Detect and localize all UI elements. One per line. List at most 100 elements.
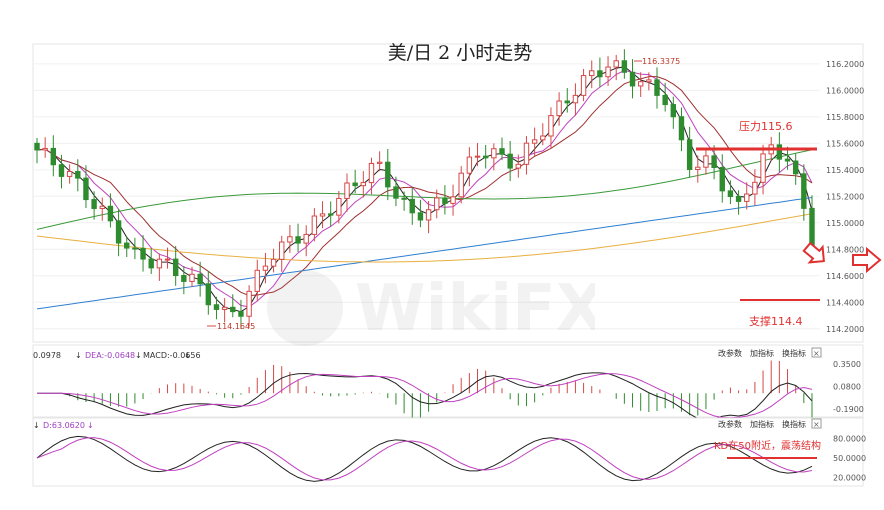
price-tick-label: 115.6000 — [826, 139, 864, 148]
candle-body — [295, 236, 301, 244]
candle-body — [303, 233, 309, 244]
candle-body — [238, 311, 244, 317]
macd-dea-label: DEA:-0.0648 — [85, 351, 135, 360]
candle-body — [262, 265, 269, 271]
candle-body — [107, 205, 114, 222]
candle-body — [344, 182, 350, 199]
candle-body — [752, 181, 758, 195]
candle-body — [629, 71, 636, 87]
candle-body — [124, 242, 130, 249]
arrow-down-right-icon — [802, 241, 825, 264]
candle-body — [621, 60, 628, 73]
candle-body — [270, 258, 277, 267]
kd-d-line — [36, 437, 813, 481]
candle-body — [75, 170, 81, 179]
candle-body — [352, 182, 358, 187]
candle-body — [646, 79, 652, 83]
candle-body — [499, 148, 505, 155]
candle-body — [572, 94, 579, 104]
macd-arrow-2: ↓ — [135, 351, 142, 360]
candle-body — [417, 212, 424, 221]
candle-body — [385, 161, 391, 188]
macd-value-label: MACD:-0.0656 — [143, 351, 201, 360]
low-label: 114.1645 — [217, 322, 255, 331]
candle-body — [205, 283, 212, 306]
macd-close-button[interactable] — [811, 347, 822, 358]
candle-body — [695, 166, 701, 170]
kd-toolbar-button-0[interactable]: 改参数 — [718, 419, 742, 429]
candle-body — [254, 269, 260, 292]
candle-body — [434, 197, 440, 211]
candle-body — [548, 115, 554, 137]
candle-body — [50, 147, 57, 166]
candle-body — [99, 205, 105, 209]
candle-body — [409, 198, 415, 214]
candle-body — [393, 186, 399, 199]
candle-body — [66, 170, 73, 177]
kd-toolbar-button-1[interactable]: 加指标 — [750, 419, 774, 429]
candle-body — [425, 209, 432, 221]
candle-body — [148, 258, 154, 269]
candle-body — [230, 306, 236, 313]
candle-body — [466, 156, 473, 174]
candle-body — [776, 144, 783, 160]
macd-panel — [32, 344, 864, 418]
price-panel — [32, 43, 864, 343]
candle-body — [140, 247, 146, 260]
high-label: 116.3375 — [642, 57, 680, 66]
candle-body — [507, 153, 513, 169]
candle-body — [523, 142, 530, 165]
candle-body — [589, 70, 595, 77]
ma-long3-line — [36, 213, 813, 263]
candle-body — [42, 147, 48, 151]
candle-body — [189, 273, 195, 282]
kd-d-arrow: ↓ — [87, 421, 94, 430]
candle-body — [115, 220, 122, 244]
kd-panel — [32, 417, 864, 487]
candle-body — [735, 195, 742, 202]
price-tick-label: 115.4000 — [826, 166, 864, 175]
candle-body — [531, 139, 538, 144]
price-tick-label: 116.0000 — [826, 86, 864, 95]
candle-body — [181, 275, 187, 282]
candle-body — [711, 155, 717, 169]
macd-toolbar-button-0[interactable]: 改参数 — [718, 348, 742, 358]
macd-toolbar-button-1[interactable]: 加指标 — [750, 348, 774, 358]
macd-tick-label: 0.0800 — [833, 383, 861, 392]
candle-body — [83, 177, 89, 201]
candle-body — [458, 172, 464, 198]
candle-body — [287, 236, 293, 243]
price-tick-label: 115.0000 — [826, 219, 864, 228]
kd-close-icon: × — [813, 420, 820, 429]
macd-dif-line — [37, 372, 813, 421]
ma-mid1-line — [36, 69, 813, 308]
macd-arrow-3: ↓ — [184, 351, 191, 360]
candle-body — [613, 60, 619, 68]
candle-body — [784, 158, 791, 162]
kd-tick-label: 80.0000 — [833, 435, 866, 444]
macd-toolbar-button-2[interactable]: 换指标 — [782, 348, 806, 358]
candle-body — [580, 75, 587, 96]
macd-dif-label: 0.0978 — [33, 351, 61, 360]
kd-close-button[interactable] — [811, 418, 822, 429]
ma-long1-line — [36, 149, 813, 230]
candle-body — [91, 199, 97, 209]
candle-body — [564, 100, 570, 104]
candle-body — [376, 161, 383, 164]
candle-body — [792, 160, 799, 175]
macd-tick-label: -0.1900 — [833, 405, 864, 414]
macd-close-icon: × — [813, 349, 820, 358]
candle-body — [401, 197, 407, 200]
candle-body — [662, 94, 668, 106]
candle-body — [164, 258, 171, 261]
candle-body — [719, 167, 725, 192]
candle-body — [368, 162, 375, 184]
candle-body — [686, 139, 693, 170]
candle-body — [801, 173, 807, 209]
price-tick-label: 114.8000 — [826, 245, 864, 254]
kd-toolbar-button-2[interactable]: 换指标 — [782, 419, 806, 429]
kd-annotation: KD在50附近，震荡结构 — [714, 439, 821, 452]
macd-dea-line — [37, 373, 813, 419]
kd-tick-label: 50.0000 — [833, 454, 866, 463]
